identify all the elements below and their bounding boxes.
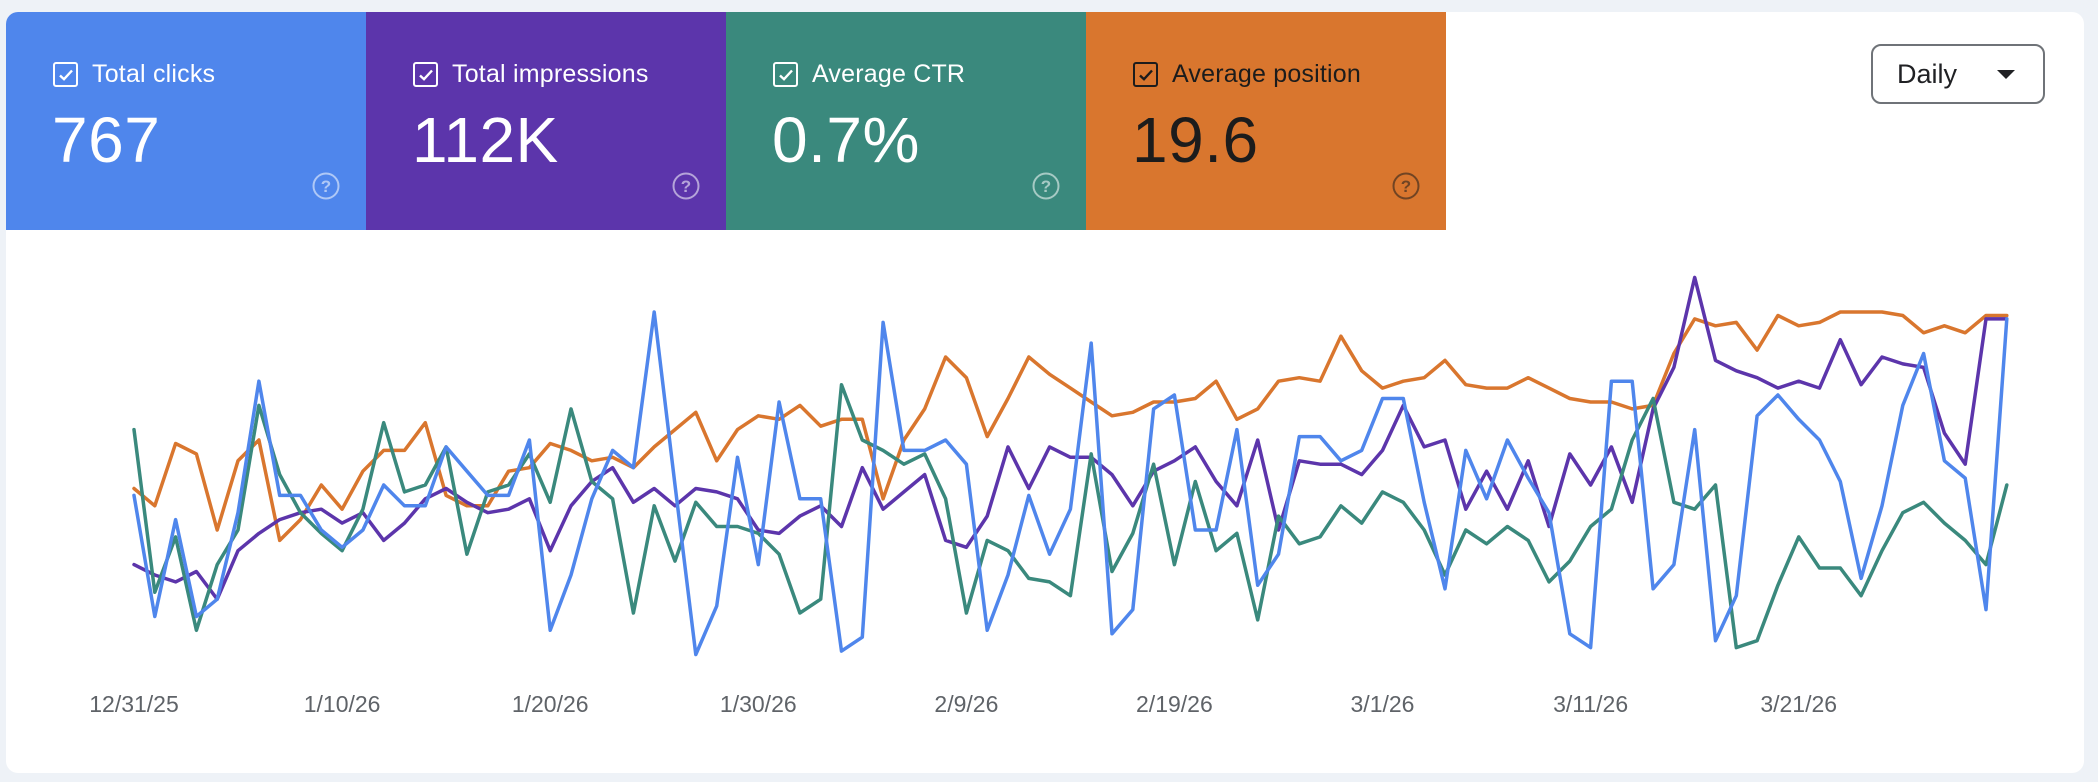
metric-value: 19.6 [1132,104,1259,176]
metric-value: 112K [412,104,559,176]
x-tick-label: 1/20/26 [512,691,589,717]
metric-value: 767 [52,104,161,176]
metric-card-total-impressions[interactable]: Total impressions 112K ? [366,12,726,230]
granularity-dropdown[interactable]: Daily [1871,44,2045,104]
metric-card-header: Average position [1133,60,1361,89]
metric-label: Total clicks [92,60,216,88]
help-icon[interactable]: ? [311,171,341,201]
x-tick-label: 2/19/26 [1136,691,1213,717]
help-icon[interactable]: ? [1031,171,1061,201]
series-line-total-impressions [132,275,2009,601]
help-icon[interactable]: ? [1391,171,1421,201]
metric-label: Average position [1172,60,1361,88]
metric-label: Total impressions [452,60,649,88]
x-tick-label: 2/9/26 [934,691,998,717]
metric-card-header: Total impressions [413,60,649,89]
x-tick-label: 12/31/25 [89,691,179,717]
dropdown-selected-value: Daily [1897,58,1958,89]
svg-text:?: ? [1041,177,1051,196]
x-tick-label: 1/10/26 [304,691,381,717]
metric-label: Average CTR [812,60,966,88]
performance-panel: 12/31/25 1/10/26 1/20/26 1/30/26 2/9/26 2/19/… [6,12,2084,773]
x-tick-label: 3/21/26 [1760,691,1837,717]
metric-card-header: Total clicks [53,60,215,89]
svg-text:?: ? [1401,177,1411,196]
metric-cards: Total clicks 767 ? Total impressions 112… [6,12,1446,230]
performance-chart: 12/31/25 1/10/26 1/20/26 1/30/26 2/9/26 2/19/… [89,275,2009,717]
svg-text:?: ? [321,177,331,196]
caret-down-icon [1997,70,2015,79]
series-line-total-clicks [132,310,2009,657]
metric-card-average-position[interactable]: Average position 19.6 ? [1086,12,1446,230]
series-line-average-position [132,310,2009,543]
checkbox-checked-icon[interactable] [773,62,798,87]
x-tick-label: 3/1/26 [1351,691,1415,717]
svg-text:?: ? [681,177,691,196]
metric-card-header: Average CTR [773,60,965,89]
metric-card-total-clicks[interactable]: Total clicks 767 ? [6,12,366,230]
checkbox-checked-icon[interactable] [53,62,78,87]
checkbox-checked-icon[interactable] [413,62,438,87]
x-tick-label: 1/30/26 [720,691,797,717]
x-tick-label: 3/11/26 [1553,691,1628,717]
metric-value: 0.7% [772,104,920,176]
metric-card-average-ctr[interactable]: Average CTR 0.7% ? [726,12,1086,230]
help-icon[interactable]: ? [671,171,701,201]
checkbox-checked-icon[interactable] [1133,62,1158,87]
series-line-average-ctr [132,382,2009,650]
